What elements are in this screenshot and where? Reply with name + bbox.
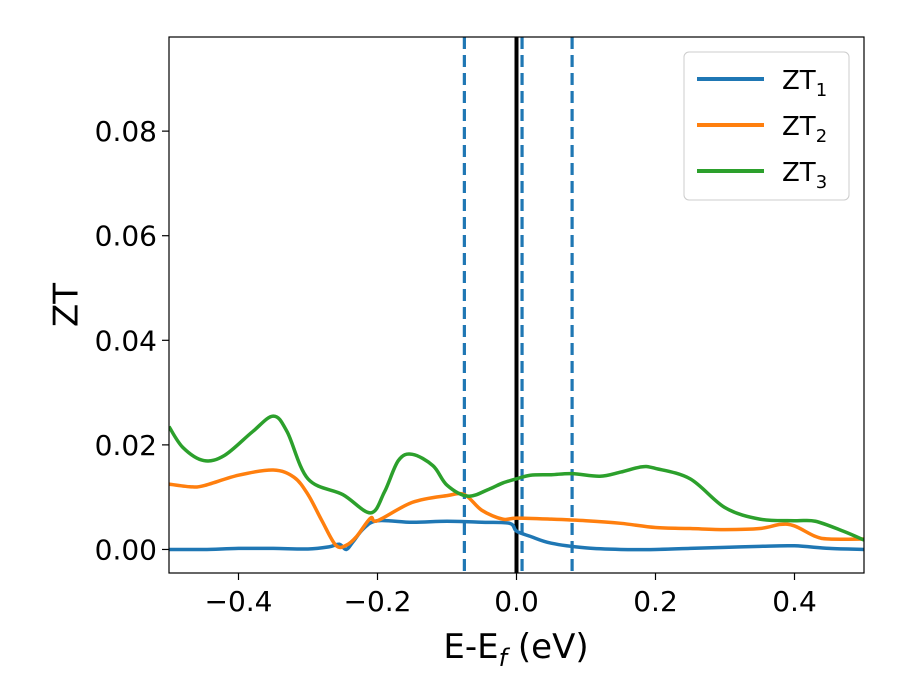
reference-lines [462,37,574,573]
x-tick-label: 0.0 [494,585,539,618]
legend-label-main: ZT [782,158,816,188]
x-axis-title: E-Ef (eV) [443,627,588,672]
legend-label: ZT1 [782,66,827,101]
x-tick-label: −0.4 [205,585,273,618]
series-line-zt1 [169,518,864,552]
x-tick-label: 0.2 [633,585,678,618]
legend-label-main: ZT [782,66,816,96]
y-tick-label: 0.00 [95,533,157,566]
series-lines [169,414,864,552]
legend-label: ZT3 [782,158,827,193]
legend-label-subscript: 1 [816,80,827,101]
x-tick-label: 0.4 [772,585,817,618]
x-axis-title-main: E-E [443,627,498,667]
legend-label-subscript: 3 [816,172,827,193]
y-axis: 0.00 0.02 0.04 0.06 0.08 [95,115,169,566]
series-line-zt3 [169,414,864,542]
y-tick-label: 0.04 [95,324,157,357]
y-tick-label: 0.06 [95,220,157,253]
legend-box [683,51,850,201]
x-tick-label: −0.2 [344,585,412,618]
legend-label-subscript: 2 [816,126,827,147]
y-tick-label: 0.08 [95,115,157,148]
y-axis-title: ZT [47,283,87,327]
x-axis-title-unit: (eV) [507,627,589,667]
x-axis: −0.4 −0.2 0.0 0.2 0.4 [205,573,817,618]
y-tick-label: 0.02 [95,429,157,462]
legend-label: ZT2 [782,112,827,147]
legend-label-main: ZT [782,112,816,142]
